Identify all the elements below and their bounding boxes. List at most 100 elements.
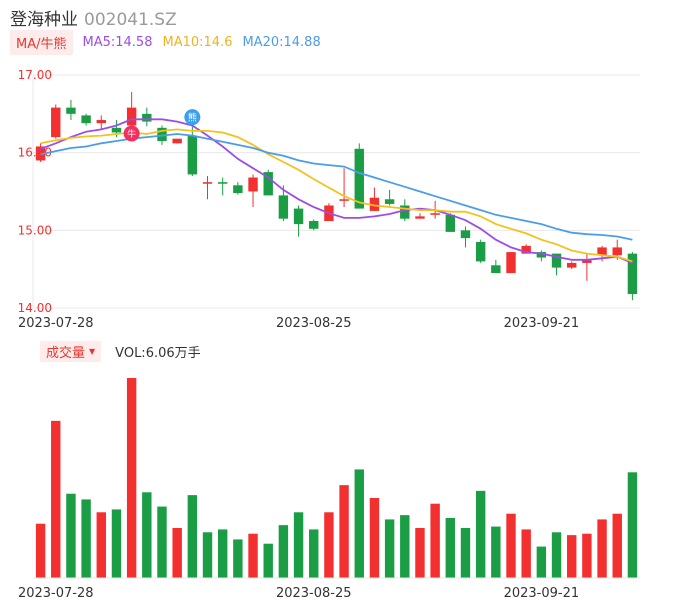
candle-body [202,182,213,184]
volume-bar [415,528,425,578]
volume-bar [536,546,547,578]
candle-body [96,120,106,124]
candle-body [126,107,137,126]
volume-bar [263,543,273,578]
candle-body [157,127,167,142]
candle-body [233,185,243,194]
volume-bar [324,512,334,578]
volume-bar [369,498,380,578]
volume-bar [217,529,228,578]
price-date-label: 2023-08-25 [276,316,352,331]
volume-bar [597,519,607,578]
candle-body [582,259,592,263]
volume-date-label: 2023-07-28 [18,586,94,601]
candle-body [187,135,198,175]
price-date-label: 2023-09-21 [504,316,580,331]
volume-bar [491,526,501,578]
ma-indicator-button[interactable]: MA/牛熊 [10,29,73,55]
volume-bar [278,525,289,578]
volume-legend: 成交量 ▼ VOL:6.06万手 [40,340,201,362]
candle-body [521,245,531,254]
candle-body [567,262,577,268]
candle-body [278,195,289,219]
volume-value: VOL:6.06万手 [115,345,201,361]
volume-bar [248,533,258,578]
price-tick-label: 17.00 [18,68,52,82]
candle-body [445,214,456,232]
candle-body [369,197,380,211]
candle-body [263,172,273,196]
volume-date-label: 2023-08-25 [276,586,352,601]
volume-bar [66,493,76,578]
ma20-line [40,133,633,241]
volume-bar [354,469,364,578]
caret-down-icon: ▼ [89,346,96,356]
volume-bar [293,512,304,578]
volume-bar [309,529,319,578]
ma10-label: MA10:14.6 [162,34,233,50]
candle-body [551,253,562,268]
price-date-label: 2023-07-28 [18,316,94,331]
volume-bar [172,528,182,578]
candle-body [172,138,182,144]
candle-body [612,247,622,256]
candle-body [506,252,516,274]
candle-body [384,199,395,204]
volume-bar [81,499,91,578]
volume-bar [51,420,61,578]
volume-bar [142,492,152,578]
ma20-label: MA20:14.88 [242,34,321,50]
sell-signal-label: 熊 [188,112,197,124]
candle-body [415,216,425,219]
volume-bar [384,519,395,578]
volume-bar [582,533,592,578]
volume-bar [551,532,562,578]
candle-body [491,265,501,274]
candle-body [111,127,122,133]
candle-body [309,221,319,229]
sell-signal-icon [184,109,201,126]
volume-bar [187,495,198,578]
stock-header: 登海种业 002041.SZ [10,5,177,30]
candle-body [536,252,547,258]
volume-bar [35,523,46,578]
ma5-label: MA5:14.58 [82,34,153,50]
volume-bar [445,518,456,578]
price-tick-label: 15.00 [18,223,52,237]
buy-signal-icon [123,125,140,142]
volume-bar [233,539,243,578]
buy-signal-label: 牛 [127,128,136,140]
volume-bar [627,472,638,578]
volume-bar [126,378,137,578]
volume-bar [339,485,349,578]
candle-body [354,148,364,209]
candle-body [627,253,638,295]
candle-body [460,230,471,239]
volume-bar [111,509,122,578]
candle-body [339,199,349,201]
volume-bar [506,513,516,578]
candle-body [217,182,228,184]
volume-bar [567,535,577,578]
candle-body [430,213,440,215]
volume-bar [430,503,440,578]
volume-bar [202,532,213,578]
volume-bar [521,529,531,578]
ma-legend: MA/牛熊 MA5:14.58 MA10:14.6 MA20:14.88 [10,29,321,55]
candle-body [248,177,258,192]
volume-bar [475,490,486,578]
volume-date-label: 2023-09-21 [504,586,580,601]
candle-body [400,205,410,219]
volume-bar [460,528,471,578]
ma10-line [40,128,633,263]
ma5-line [40,118,633,264]
candle-body [475,241,486,262]
candle-body [81,115,91,124]
volume-button-label: 成交量 [46,345,86,361]
candle-body [293,208,304,225]
volume-bar [400,515,410,578]
volume-indicator-button[interactable]: 成交量 ▼ [40,340,102,362]
candle-body [597,247,607,256]
volume-bar [612,513,622,578]
